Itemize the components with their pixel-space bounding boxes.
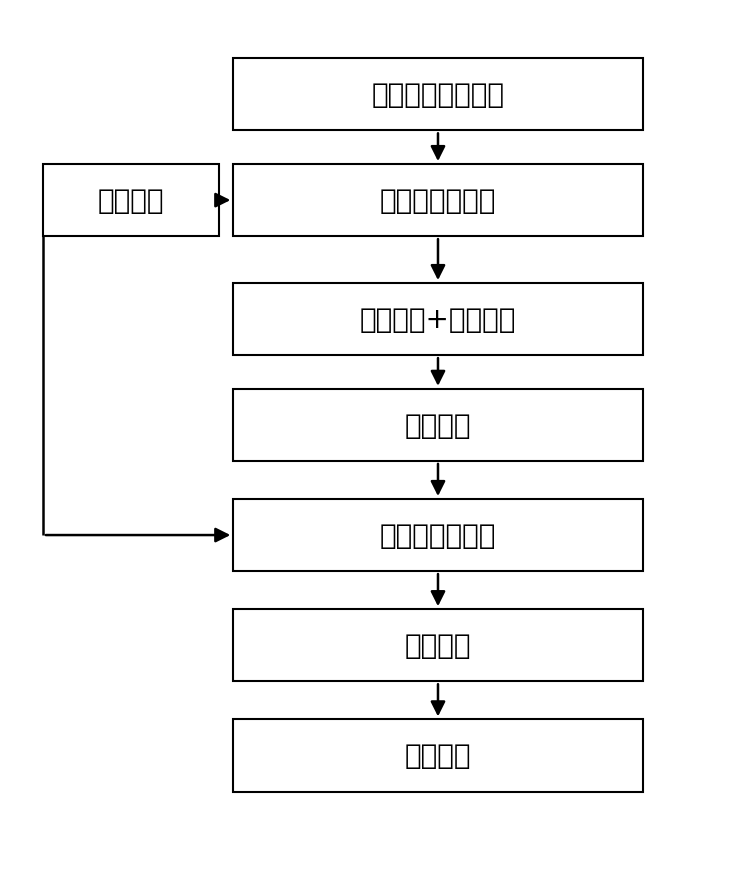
Text: 精细校正: 精细校正 bbox=[405, 632, 471, 659]
Bar bbox=[233, 165, 643, 237]
Bar bbox=[233, 284, 643, 356]
Text: 走动校正+距离脉压: 走动校正+距离脉压 bbox=[360, 306, 516, 334]
Text: 相位补偿: 相位补偿 bbox=[405, 742, 471, 770]
Bar bbox=[233, 500, 643, 571]
Bar bbox=[233, 719, 643, 792]
Bar bbox=[233, 389, 643, 462]
Bar bbox=[233, 59, 643, 131]
Text: 惯组数据: 惯组数据 bbox=[97, 187, 164, 215]
Text: 多普勒中心估计: 多普勒中心估计 bbox=[380, 522, 496, 549]
Text: 回波数据、参数包: 回波数据、参数包 bbox=[371, 82, 505, 109]
Bar bbox=[233, 610, 643, 681]
Text: 初步走动率计算: 初步走动率计算 bbox=[380, 187, 496, 215]
Text: 数据优选: 数据优选 bbox=[405, 411, 471, 439]
Bar bbox=[43, 165, 219, 237]
